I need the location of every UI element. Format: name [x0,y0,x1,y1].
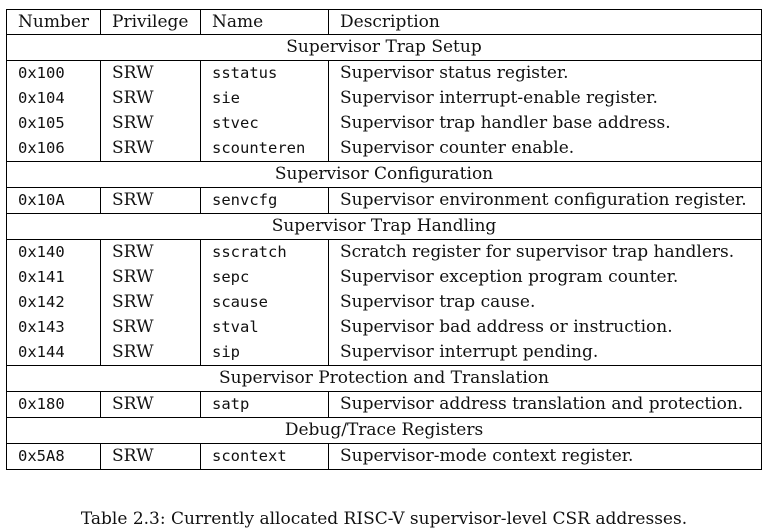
cell-name: scounteren [200,136,329,162]
section-header-row: Supervisor Trap Handling [6,213,762,240]
cell-number: 0x106 [6,136,101,162]
section-title: Supervisor Trap Handling [6,213,762,240]
cell-name: satp [200,391,329,418]
section-title: Supervisor Trap Setup [6,34,762,61]
cell-privilege: SRW [100,111,201,136]
cell-number: 0x140 [6,239,101,265]
cell-description: Supervisor counter enable. [328,136,762,162]
cell-privilege: SRW [100,86,201,111]
table-row: 0x5A8 SRW scontext Supervisor-mode context … [6,443,762,470]
cell-name: sip [200,340,329,366]
header-number: Number [6,9,101,35]
section-title: Debug/Trace Registers [6,417,762,444]
cell-privilege: SRW [100,239,201,265]
cell-name: senvcfg [200,187,329,214]
table-row: 0x106 SRW scounteren Supervisor counter ena… [6,136,762,162]
cell-number: 0x104 [6,86,101,111]
cell-name: sepc [200,265,329,290]
cell-number: 0x142 [6,290,101,315]
section-title: Supervisor Protection and Translation [6,365,762,392]
section-header-row: Supervisor Protection and Translation [6,365,762,392]
header-privilege: Privilege [100,9,201,35]
table-row: 0x142 SRW scause Supervisor trap cause. [6,290,762,315]
cell-description: Supervisor interrupt pending. [328,340,762,366]
cell-name: sscratch [200,239,329,265]
cell-number: 0x5A8 [6,443,101,470]
table-row: 0x105 SRW stvec Supervisor trap handler bas… [6,111,762,136]
table-row: 0x104 SRW sie Supervisor interrupt-enable r… [6,86,762,111]
cell-privilege: SRW [100,187,201,214]
cell-privilege: SRW [100,290,201,315]
cell-description: Supervisor status register. [328,60,762,86]
table-row: 0x143 SRW stval Supervisor bad address or i… [6,315,762,340]
cell-privilege: SRW [100,443,201,470]
cell-name: stval [200,315,329,340]
cell-name: scontext [200,443,329,470]
cell-privilege: SRW [100,136,201,162]
cell-description: Supervisor interrupt-enable register. [328,86,762,111]
cell-description: Supervisor trap handler base address. [328,111,762,136]
table-body: Supervisor Trap Setup 0x100 SRW sstatus Supe… [6,34,762,470]
cell-name: stvec [200,111,329,136]
csr-table: Number Privilege Name Description Superv… [6,9,762,470]
cell-privilege: SRW [100,315,201,340]
cell-number: 0x180 [6,391,101,418]
header-description: Description [328,9,762,35]
cell-name: sstatus [200,60,329,86]
cell-number: 0x105 [6,111,101,136]
header-row: Number Privilege Name Description [6,9,762,35]
cell-description: Supervisor bad address or instruction. [328,315,762,340]
cell-description: Supervisor environment configuration reg… [328,187,762,214]
cell-name: sie [200,86,329,111]
cell-description: Supervisor exception program counter. [328,265,762,290]
table-row: 0x10A SRW senvcfg Supervisor environment co… [6,187,762,214]
cell-number: 0x10A [6,187,101,214]
cell-number: 0x144 [6,340,101,366]
cell-description: Scratch register for supervisor trap han… [328,239,762,265]
table-caption: Table 2.3: Currently allocated RISC-V su… [80,509,688,529]
cell-description: Supervisor address translation and prote… [328,391,762,418]
cell-description: Supervisor-mode context register. [328,443,762,470]
section-header-row: Debug/Trace Registers [6,417,762,444]
section-header-row: Supervisor Configuration [6,161,762,188]
cell-privilege: SRW [100,265,201,290]
cell-number: 0x100 [6,60,101,86]
section-title: Supervisor Configuration [6,161,762,188]
table-row: 0x141 SRW sepc Supervisor exception program… [6,265,762,290]
header-name: Name [200,9,329,35]
table-row: 0x180 SRW satp Supervisor address translati… [6,391,762,418]
cell-number: 0x141 [6,265,101,290]
cell-privilege: SRW [100,340,201,366]
cell-privilege: SRW [100,60,201,86]
table-row: 0x144 SRW sip Supervisor interrupt pending. [6,340,762,366]
table-header: Number Privilege Name Description [6,9,762,35]
section-header-row: Supervisor Trap Setup [6,34,762,61]
cell-name: scause [200,290,329,315]
table-row: 0x140 SRW sscratch Scratch register for sup… [6,239,762,265]
table-row: 0x100 SRW sstatus Supervisor status registe… [6,60,762,86]
cell-description: Supervisor trap cause. [328,290,762,315]
cell-privilege: SRW [100,391,201,418]
cell-number: 0x143 [6,315,101,340]
